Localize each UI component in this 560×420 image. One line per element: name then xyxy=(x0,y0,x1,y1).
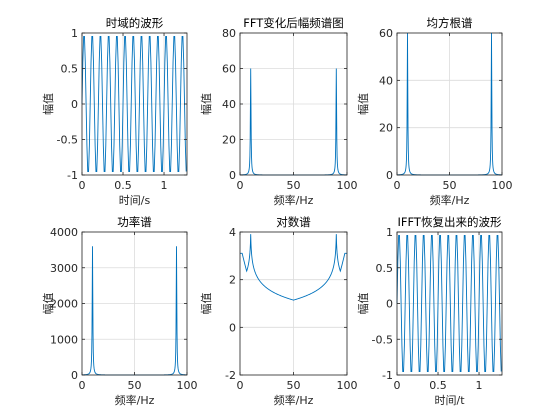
y-tick-label: 1 xyxy=(71,27,78,40)
subplot-title: 对数谱 xyxy=(276,215,311,229)
x-tick-label: 0.5 xyxy=(114,179,132,192)
x-tick-label: 100 xyxy=(337,179,358,192)
y-tick-label: -0.5 xyxy=(57,134,78,147)
x-tick-label: 1 xyxy=(476,379,483,392)
x-tick-label: 50 xyxy=(128,379,142,392)
x-tick-label: 0 xyxy=(394,179,401,192)
y-tick-label: 0 xyxy=(386,298,393,311)
x-tick-label: 0 xyxy=(237,379,244,392)
x-axis-label: 时间/s xyxy=(119,194,151,207)
y-tick-label: 4 xyxy=(229,226,236,239)
x-tick-label: 0.5 xyxy=(429,379,447,392)
y-tick-label: 40 xyxy=(379,74,393,87)
x-tick-label: 100 xyxy=(492,179,513,192)
x-tick-label: 0 xyxy=(79,179,86,192)
y-axis-label: 幅值 xyxy=(200,93,213,115)
y-tick-label: -1 xyxy=(67,169,78,182)
y-tick-label: 20 xyxy=(222,134,236,147)
x-axis-label: 频率/Hz xyxy=(115,393,155,407)
y-tick-label: 80 xyxy=(222,27,236,40)
y-tick-label: -0.5 xyxy=(372,333,393,346)
x-axis-label: 频率/Hz xyxy=(430,193,470,207)
y-axis-label: 幅值 xyxy=(357,93,370,115)
y-tick-label: 1000 xyxy=(50,333,78,346)
subplot-title: FFT变化后幅频谱图 xyxy=(243,16,344,30)
subplot-title: 功率谱 xyxy=(117,215,152,229)
y-tick-label: 20 xyxy=(379,122,393,135)
x-axis-label: 时间/t xyxy=(434,394,465,407)
x-tick-label: 50 xyxy=(443,179,457,192)
y-tick-label: 40 xyxy=(222,98,236,111)
x-tick-label: 50 xyxy=(287,179,301,192)
y-tick-label: 0 xyxy=(229,169,236,182)
series-line xyxy=(81,36,187,172)
y-tick-label: 4000 xyxy=(50,226,78,239)
x-axis-label: 频率/Hz xyxy=(274,393,314,407)
y-tick-label: 0.5 xyxy=(376,262,394,275)
y-axis-label: 幅值 xyxy=(357,293,370,315)
y-tick-label: 0 xyxy=(71,369,78,382)
y-tick-label: 60 xyxy=(379,27,393,40)
y-tick-label: 3000 xyxy=(50,262,78,275)
subplot-title: 均方根谱 xyxy=(427,16,473,30)
x-axis-label: 频率/Hz xyxy=(274,193,314,207)
y-tick-label: 60 xyxy=(222,63,236,76)
y-tick-label: -1 xyxy=(382,369,393,382)
y-tick-label: 1 xyxy=(386,226,393,239)
x-tick-label: 50 xyxy=(287,379,301,392)
y-tick-label: -2 xyxy=(225,369,236,382)
series-line xyxy=(396,235,502,372)
x-tick-label: 100 xyxy=(177,379,198,392)
series-line xyxy=(240,234,347,301)
x-tick-label: 100 xyxy=(337,379,358,392)
y-tick-label: 0 xyxy=(386,169,393,182)
y-axis-label: 幅值 xyxy=(42,293,55,315)
y-tick-label: 0.5 xyxy=(61,63,79,76)
x-tick-label: 1 xyxy=(161,179,168,192)
y-axis-label: 幅值 xyxy=(200,293,213,315)
y-tick-label: 0 xyxy=(229,321,236,334)
subplot-title: 时域的波形 xyxy=(106,16,164,30)
y-tick-label: 2000 xyxy=(50,298,78,311)
x-tick-label: 0 xyxy=(237,179,244,192)
y-tick-label: 0 xyxy=(71,98,78,111)
y-tick-label: 2 xyxy=(229,274,236,287)
x-tick-label: 0 xyxy=(394,379,401,392)
subplot-title: IFFT恢复出来的波形 xyxy=(398,215,502,229)
x-tick-label: 0 xyxy=(79,379,86,392)
y-axis-label: 幅值 xyxy=(42,93,55,115)
